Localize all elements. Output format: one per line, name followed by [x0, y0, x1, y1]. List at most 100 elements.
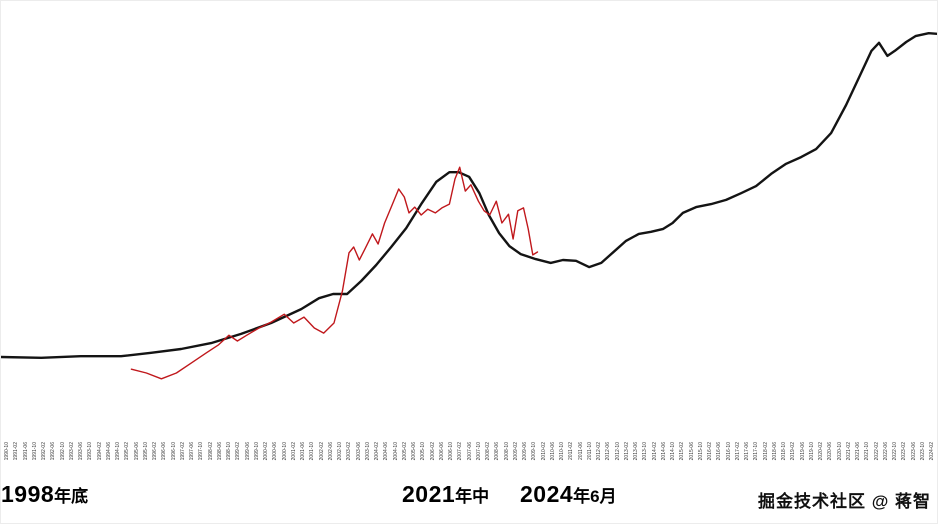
- x-axis-tick-label: 2013-06: [633, 442, 639, 461]
- x-axis-tick-label: 2015-02: [679, 442, 686, 461]
- x-axis-tick-label: 1999-10: [253, 442, 260, 461]
- x-axis-tick-label: 2023-10: [919, 442, 926, 461]
- x-axis-tick-label: 2014-06: [660, 442, 667, 461]
- annotation-1998: 1998年底: [1, 481, 88, 508]
- x-axis-tick-label: 1993-02: [68, 442, 75, 461]
- x-axis-tick-label: 2003-06: [355, 442, 362, 461]
- x-axis-tick-label: 2019-10: [808, 442, 815, 461]
- x-axis-tick-label: 2019-02: [790, 442, 797, 461]
- x-axis-tick-label: 1996-06: [161, 442, 168, 461]
- x-axis-tick-label: 1998-02: [207, 442, 214, 461]
- annotation-1998-number: 1998: [1, 481, 55, 507]
- x-axis-tick-label: 2018-10: [781, 442, 787, 461]
- x-axis-tick-label: 2009-10: [531, 442, 538, 461]
- x-axis-tick-label: 1997-10: [198, 442, 205, 461]
- x-axis-tick-label: 2017-02: [734, 442, 741, 461]
- x-axis-tick-label: 1997-02: [179, 442, 186, 461]
- x-axis-tick-label: 2001-10: [309, 442, 316, 461]
- x-axis-tick-label: 2016-02: [707, 442, 713, 461]
- x-axis-tick-label: 2012-10: [614, 442, 621, 461]
- x-axis-tick-label: 2008-02: [485, 442, 491, 461]
- annotation-2024: 2024年6月: [520, 481, 617, 508]
- footer-annotations: 1998年底 2021年中 2024年6月 掘金技术社区 @ 蒋智: [1, 477, 937, 523]
- x-axis-tick-label: 2005-10: [420, 442, 427, 461]
- x-axis-tick-label: 2000-02: [263, 442, 269, 461]
- x-axis-tick-label: 1993-10: [87, 442, 94, 461]
- x-axis-tick-label: 2006-06: [438, 442, 445, 461]
- red-volatile-line: [130, 166, 539, 380]
- chart-canvas: [1, 32, 937, 380]
- x-axis-tick-label: 2007-02: [457, 442, 464, 461]
- x-axis-tick-label: 2020-10: [836, 442, 843, 461]
- black-smooth-line: [1, 32, 937, 359]
- x-axis-tick-label: 2014-02: [651, 442, 658, 461]
- x-axis-tick-label: 2005-02: [401, 442, 408, 461]
- annotation-2021: 2021年中: [402, 481, 489, 508]
- x-axis-tick-label: 2020-02: [818, 442, 824, 461]
- annotation-2021-suffix: 年中: [455, 487, 490, 506]
- x-axis-tick-label: 2004-10: [392, 442, 399, 461]
- x-axis-tick-label: 2023-06: [910, 442, 917, 461]
- x-axis-tick-label: 2001-06: [300, 442, 306, 461]
- x-axis-tick-label: 2002-10: [337, 442, 343, 461]
- x-axis-tick-label: 2002-02: [318, 442, 325, 461]
- annotation-2021-number: 2021: [402, 481, 456, 507]
- x-axis-tick-label: 2015-10: [697, 442, 704, 461]
- x-axis-tick-label: 2021-06: [855, 442, 861, 461]
- x-axis-tick-label: 1991-06: [22, 442, 29, 461]
- x-axis-tick-label: 1999-06: [244, 442, 251, 461]
- x-axis-tick-label: 2010-10: [559, 442, 565, 461]
- watermark: 掘金技术社区 @ 蒋智: [757, 492, 931, 511]
- x-axis-tick-label: 2011-10: [586, 442, 593, 460]
- x-axis-tick-label: 2013-10: [642, 442, 649, 461]
- x-axis-tick-label: 2006-10: [448, 442, 454, 461]
- x-axis-tick-label: 2006-02: [429, 442, 436, 461]
- x-axis-tick-label: 2004-06: [383, 442, 390, 461]
- x-axis-tick-label: 2004-02: [374, 442, 380, 461]
- x-axis-tick-label: 1992-02: [41, 442, 47, 461]
- x-axis-tick-label: 1998-10: [226, 442, 232, 461]
- x-axis-tick-label: 2008-10: [503, 442, 510, 461]
- x-axis-tick-label: 1998-06: [216, 442, 223, 461]
- x-axis-tick-label: 2010-02: [540, 442, 547, 461]
- x-axis-tick-label: 2003-02: [346, 442, 353, 461]
- annotation-1998-suffix: 年底: [54, 487, 89, 506]
- x-axis-tick-label: 2018-06: [771, 442, 778, 461]
- x-axis-tick-label: 1991-02: [13, 442, 20, 461]
- x-axis-tick-label: 2012-02: [596, 442, 602, 461]
- x-axis-tick-label: 2022-10: [892, 442, 898, 461]
- x-axis-tick-label: 1991-10: [31, 442, 38, 461]
- x-axis-tick-label: 1993-06: [78, 442, 84, 461]
- x-axis-tick-label: 1996-02: [152, 442, 158, 461]
- x-axis-tick-label: 2003-10: [364, 442, 371, 461]
- x-axis-tick-label: 2022-02: [873, 442, 880, 461]
- x-axis-tick-label: 2001-02: [290, 442, 297, 461]
- x-axis-tick-label: 2023-02: [901, 442, 908, 461]
- x-axis-tick-label: 1994-06: [105, 442, 112, 461]
- x-axis-tick-label: 1994-10: [115, 442, 121, 461]
- x-axis-tick-label: 2014-10: [670, 442, 676, 461]
- x-axis-tick-label: 1992-06: [50, 442, 57, 461]
- x-axis-tick-label: 2019-06: [799, 442, 806, 461]
- x-axis: 1990-10 1991-02 1991-06 1991-10 1992-02 1992-…: [1, 442, 937, 479]
- annotation-2024-suffix: 年6月: [573, 487, 617, 506]
- x-axis-tick-label: 1999-02: [235, 442, 242, 461]
- x-axis-tick-label: 2018-02: [762, 442, 769, 461]
- x-axis-tick-label: 1995-02: [124, 442, 131, 461]
- x-axis-tick-label: 2024-02: [929, 442, 935, 461]
- x-axis-tick-label: 1997-06: [189, 442, 195, 461]
- x-axis-tick-label: 2022-06: [882, 442, 889, 461]
- x-axis-tick-label: 1995-10: [142, 442, 149, 461]
- x-axis-tick-label: 2016-06: [716, 442, 723, 461]
- x-axis-tick-label: 2002-06: [327, 442, 334, 461]
- x-axis-tick-label: 2021-10: [864, 442, 871, 461]
- x-axis-tick-label: 2011-06: [577, 442, 584, 460]
- x-axis-tick-label: 1992-10: [59, 442, 66, 461]
- x-axis-tick-label: 1990-10: [4, 442, 10, 461]
- x-axis-tick-label: 2000-06: [272, 442, 279, 461]
- annotation-2024-number: 2024: [520, 481, 574, 507]
- x-axis-tick-label: 2015-06: [688, 442, 695, 461]
- x-axis-tick-label: 2007-10: [475, 442, 482, 461]
- x-axis-tick-label: 2007-06: [466, 442, 473, 461]
